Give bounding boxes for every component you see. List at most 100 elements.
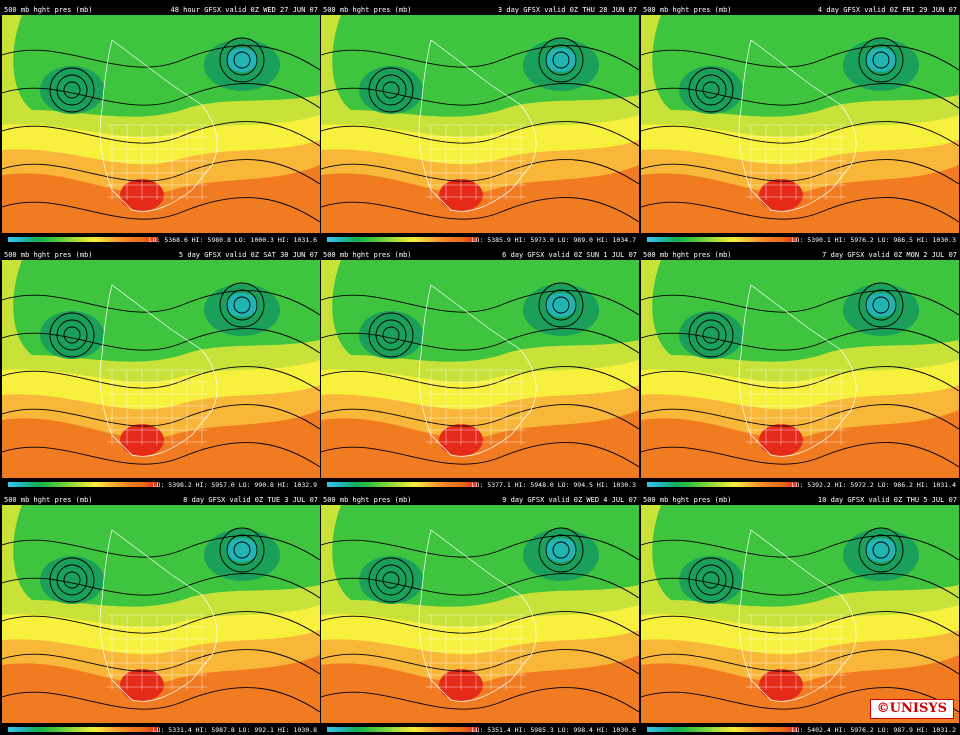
forecast-panel[interactable]: 500 mb hght pres (mb) 9 day GFSX valid 0Z… [321, 495, 639, 735]
isobar [2, 290, 320, 316]
trough-core [545, 293, 577, 317]
coastline [418, 284, 537, 457]
panel-footer: LO: 5331.4 HI: 5987.8 LO: 992.1 HI: 1030… [2, 723, 320, 735]
valid-time-label: 3 day GFSX valid 0Z THU 28 JUN 07 [497, 6, 637, 14]
color-scale-bar [8, 482, 158, 487]
isobar [702, 571, 720, 589]
forecast-map [2, 260, 320, 478]
color-scale-bar [327, 727, 477, 732]
isobar [321, 83, 639, 109]
isobar [49, 312, 95, 358]
isobar [865, 534, 897, 566]
isobar [641, 328, 959, 354]
isobar [321, 535, 639, 561]
isobar [865, 44, 897, 76]
panel-header: 500 mb hght pres (mb) 48 hour GFSX valid … [2, 5, 320, 15]
panel-header: 500 mb hght pres (mb) 10 day GFSX valid 0… [641, 495, 959, 505]
isobar [641, 611, 959, 637]
isobar [2, 159, 320, 185]
isobar [63, 81, 81, 99]
isobar [321, 197, 639, 223]
color-scale-bar [647, 482, 797, 487]
isobar [858, 282, 904, 328]
isobar [641, 366, 959, 392]
forecast-panel[interactable]: 500 mb hght pres (mb) 4 day GFSX valid 0Z… [641, 5, 959, 247]
isobar [219, 527, 265, 573]
isobar [641, 442, 959, 468]
field-label: 500 mb hght pres (mb) [4, 6, 93, 14]
forecast-panel[interactable]: 500 mb hght pres (mb) 10 day GFSX valid 0… [641, 495, 959, 735]
isobar [321, 611, 639, 637]
field-label: 500 mb hght pres (mb) [643, 496, 732, 504]
isobar [641, 121, 959, 147]
coastline [99, 284, 218, 457]
valid-time-label: 5 day GFSX valid 0Z SAT 30 JUN 07 [178, 251, 318, 259]
isobar [641, 535, 959, 561]
forecast-panel[interactable]: 500 mb hght pres (mb) 6 day GFSX valid 0Z… [321, 250, 639, 492]
isobar [641, 404, 959, 430]
isobar [321, 159, 639, 185]
panel-header: 500 mb hght pres (mb) 5 day GFSX valid 0Z… [2, 250, 320, 260]
isobar [641, 290, 959, 316]
valid-time-label: 48 hour GFSX valid 0Z WED 27 JUN 07 [170, 6, 318, 14]
isobar [63, 326, 81, 344]
isobar [321, 290, 639, 316]
panel-footer: LO: 5385.9 HI: 5973.0 LO: 989.0 HI: 1034… [321, 233, 639, 247]
lo-hi-stats: LO: 5377.1 HI: 5948.0 LO: 994.5 HI: 1030… [471, 481, 636, 489]
trough-west [40, 66, 104, 114]
color-scale-bar [647, 727, 797, 732]
isobar [2, 611, 320, 637]
trough-west [40, 311, 104, 359]
isobar [49, 67, 95, 113]
isobar [641, 649, 959, 675]
forecast-map [2, 15, 320, 233]
isobar [2, 328, 320, 354]
isobar [2, 573, 320, 599]
lo-hi-stats: LO: 5398.2 HI: 5957.0 LO: 990.8 HI: 1032… [152, 481, 317, 489]
valid-time-label: 6 day GFSX valid 0Z SUN 1 JUL 07 [502, 251, 637, 259]
isobar [375, 564, 407, 596]
color-scale-bar [8, 727, 158, 732]
isobar [702, 81, 720, 99]
panel-header: 500 mb hght pres (mb) 3 day GFSX valid 0Z… [321, 5, 639, 15]
lo-hi-stats: LO: 5392.2 HI: 5972.2 LO: 986.2 HI: 1031… [791, 481, 956, 489]
panel-footer: LO: 5398.2 HI: 5957.0 LO: 990.8 HI: 1032… [2, 478, 320, 492]
forecast-map [321, 260, 639, 478]
isobar [688, 67, 734, 113]
color-scale-bar [327, 482, 477, 487]
isobar [368, 557, 414, 603]
isobar [219, 282, 265, 328]
forecast-panel[interactable]: 500 mb hght pres (mb) 7 day GFSX valid 0Z… [641, 250, 959, 492]
isobar [56, 564, 88, 596]
isobar [321, 328, 639, 354]
forecast-map [321, 505, 639, 723]
isobar [552, 296, 570, 314]
forecast-panel[interactable]: 500 mb hght pres (mb) 8 day GFSX valid 0Z… [2, 495, 320, 735]
color-scale-bar [647, 237, 797, 242]
valid-time-label: 8 day GFSX valid 0Z TUE 3 JUL 07 [183, 496, 318, 504]
isobar [321, 442, 639, 468]
isobar [538, 282, 584, 328]
lo-hi-stats: LO: 5390.1 HI: 5976.2 LO: 986.5 HI: 1030… [791, 236, 956, 244]
isobar [368, 67, 414, 113]
forecast-panel[interactable]: 500 mb hght pres (mb) 5 day GFSX valid 0Z… [2, 250, 320, 492]
isobar [321, 649, 639, 675]
panel-header: 500 mb hght pres (mb) 4 day GFSX valid 0Z… [641, 5, 959, 15]
isobar [219, 37, 265, 83]
coastline [418, 529, 537, 702]
panel-footer: LO: 5402.4 HI: 5976.2 LO: 987.9 HI: 1031… [641, 723, 959, 735]
color-scale-bar [327, 237, 477, 242]
isobar [56, 74, 88, 106]
trough-core [865, 293, 897, 317]
panel-footer: LO: 5351.4 HI: 5985.3 LO: 998.4 HI: 1030… [321, 723, 639, 735]
forecast-panel[interactable]: 500 mb hght pres (mb) 48 hour GFSX valid … [2, 5, 320, 247]
forecast-map [641, 15, 959, 233]
trough-west [679, 311, 743, 359]
forecast-panel[interactable]: 500 mb hght pres (mb) 3 day GFSX valid 0Z… [321, 5, 639, 247]
valid-time-label: 7 day GFSX valid 0Z MON 2 JUL 07 [822, 251, 957, 259]
isobar [49, 557, 95, 603]
isobar [382, 81, 400, 99]
trough-core [226, 293, 258, 317]
trough-west [679, 66, 743, 114]
